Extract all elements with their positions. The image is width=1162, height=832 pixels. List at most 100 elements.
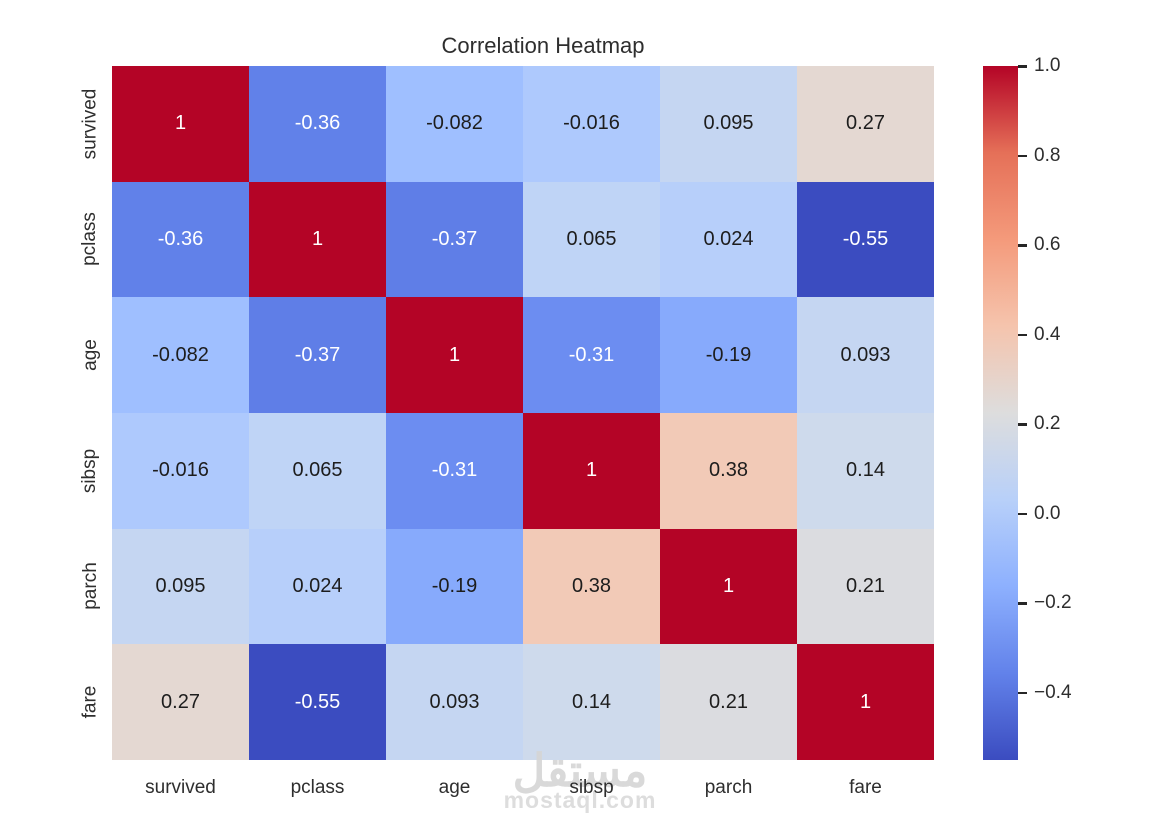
colorbar-tick-mark xyxy=(1018,602,1027,605)
heatmap-grid: 1 -0.36 -0.082 -0.016 0.095 0.27 -0.36 1 -0.37 0.… xyxy=(112,66,934,760)
colorbar-tick-label: 0.2 xyxy=(1034,413,1061,435)
heatmap-cell-fare-parch: 0.21 xyxy=(660,644,797,760)
cell-value: 0.21 xyxy=(846,574,885,597)
y-axis-label-text: fare xyxy=(79,685,101,719)
heatmap-cell-pclass-fare: -0.55 xyxy=(797,181,934,298)
y-axis-label-text: survived xyxy=(79,88,101,160)
x-axis-label-pclass: pclass xyxy=(290,777,345,798)
colorbar-tick-mark xyxy=(1018,691,1027,695)
cell-value: -0.55 xyxy=(842,227,889,250)
heatmap-cell-parch-sibsp: 0.38 xyxy=(523,528,660,645)
cell-value: 0.27 xyxy=(846,112,885,135)
cell-value: -0.37 xyxy=(294,343,341,366)
x-axis-label-parch: parch xyxy=(704,777,753,798)
heatmap-cell-fare-fare: 1 xyxy=(797,644,934,760)
x-axis-label-age: age xyxy=(438,777,471,798)
heatmap-cell-fare-sibsp: 0.14 xyxy=(523,644,660,760)
heatmap-cell-parch-parch: 1 xyxy=(660,528,797,645)
cell-value: 0.38 xyxy=(572,574,611,597)
cell-value: 0.093 xyxy=(429,690,480,713)
heatmap-cell-survived-parch: 0.095 xyxy=(660,66,797,182)
y-axis-label-text: age xyxy=(79,339,101,372)
colorbar-tick-label: 0.0 xyxy=(1034,502,1061,524)
cell-value: -0.36 xyxy=(157,227,204,250)
cell-value: 0.024 xyxy=(703,227,754,250)
colorbar-tick-label: −0.2 xyxy=(1034,592,1072,614)
cell-value: 0.065 xyxy=(292,459,343,482)
cell-value: 0.024 xyxy=(292,574,343,597)
colorbar-tick-label: 0.6 xyxy=(1034,234,1061,256)
cell-value: 0.14 xyxy=(572,690,611,713)
heatmap-cell-age-fare: 0.093 xyxy=(797,297,934,413)
heatmap-cell-sibsp-sibsp: 1 xyxy=(523,412,660,529)
heatmap-cell-fare-survived: 0.27 xyxy=(112,644,249,760)
colorbar-ticks: 1.0 0.8 0.6 0.4 0.2 0.0 −0.2 −0.4 xyxy=(1018,55,1108,760)
colorbar-tick-label: 0.8 xyxy=(1034,144,1061,166)
heatmap-cell-pclass-pclass: 1 xyxy=(249,181,386,298)
cell-value: -0.31 xyxy=(568,343,615,366)
heatmap-cell-pclass-age: -0.37 xyxy=(386,181,523,298)
colorbar-tick-mark xyxy=(1018,423,1027,426)
cell-value: 0.065 xyxy=(566,227,617,250)
heatmap-cell-sibsp-pclass: 0.065 xyxy=(249,412,386,529)
heatmap-cell-parch-pclass: 0.024 xyxy=(249,528,386,645)
colorbar-tick-mark xyxy=(1018,333,1027,337)
cell-value: 0.093 xyxy=(840,343,891,366)
cell-value: 0.27 xyxy=(161,690,200,713)
cell-value: 0.38 xyxy=(709,459,748,482)
colorbar-tick-mark xyxy=(1018,154,1027,158)
cell-value: 0.095 xyxy=(155,574,206,597)
cell-value: -0.016 xyxy=(152,459,209,482)
cell-value: -0.36 xyxy=(294,112,341,135)
heatmap-cell-survived-pclass: -0.36 xyxy=(249,66,386,182)
heatmap-cell-survived-survived: 1 xyxy=(112,66,249,182)
cell-value: 1 xyxy=(174,112,187,135)
y-axis-label-text: pclass xyxy=(79,212,101,267)
colorbar-tick-mark xyxy=(1018,65,1027,68)
x-axis-label-sibsp: sibsp xyxy=(569,777,614,798)
cell-value: 0.21 xyxy=(709,690,748,713)
y-axis-label-text: parch xyxy=(79,562,101,611)
heatmap-cell-survived-age: -0.082 xyxy=(386,66,523,182)
cell-value: 1 xyxy=(585,459,598,482)
colorbar xyxy=(983,66,1018,760)
heatmap-cell-parch-age: -0.19 xyxy=(386,528,523,645)
cell-value: -0.31 xyxy=(431,459,478,482)
heatmap-cell-parch-survived: 0.095 xyxy=(112,528,249,645)
colorbar-tick-label: −0.4 xyxy=(1034,681,1072,703)
cell-value: -0.016 xyxy=(563,112,620,135)
heatmap-cell-sibsp-survived: -0.016 xyxy=(112,412,249,529)
cell-value: 0.14 xyxy=(846,459,885,482)
cell-value: 1 xyxy=(722,574,735,597)
cell-value: -0.55 xyxy=(294,690,341,713)
cell-value: -0.082 xyxy=(426,112,483,135)
cell-value: 0.095 xyxy=(703,112,754,135)
cell-value: 1 xyxy=(448,343,461,366)
colorbar-tick-mark xyxy=(1018,512,1027,516)
cell-value: 1 xyxy=(311,227,324,250)
x-axis-label-fare: fare xyxy=(849,777,882,798)
cell-value: 1 xyxy=(859,690,872,713)
colorbar-tick-mark xyxy=(1018,244,1027,247)
heatmap-cell-pclass-parch: 0.024 xyxy=(660,181,797,298)
cell-value: -0.082 xyxy=(152,343,209,366)
heatmap-cell-age-pclass: -0.37 xyxy=(249,297,386,413)
heatmap-cell-age-age: 1 xyxy=(386,297,523,413)
cell-value: -0.19 xyxy=(705,343,752,366)
x-axis-label-survived: survived xyxy=(145,777,216,798)
heatmap-cell-sibsp-parch: 0.38 xyxy=(660,412,797,529)
cell-value: -0.19 xyxy=(431,574,478,597)
heatmap-cell-age-sibsp: -0.31 xyxy=(523,297,660,413)
heatmap-cell-survived-sibsp: -0.016 xyxy=(523,66,660,182)
x-axis-labels: survived pclass age sibsp parch fare xyxy=(112,777,934,801)
heatmap-cell-sibsp-fare: 0.14 xyxy=(797,412,934,529)
heatmap-cell-pclass-sibsp: 0.065 xyxy=(523,181,660,298)
heatmap-cell-survived-fare: 0.27 xyxy=(797,66,934,182)
heatmap-cell-fare-age: 0.093 xyxy=(386,644,523,760)
y-axis-label-text: sibsp xyxy=(79,448,101,493)
heatmap-cell-age-survived: -0.082 xyxy=(112,297,249,413)
heatmap-cell-age-parch: -0.19 xyxy=(660,297,797,413)
heatmap-cell-fare-pclass: -0.55 xyxy=(249,644,386,760)
colorbar-tick-label: 1.0 xyxy=(1034,55,1061,76)
cell-value: -0.37 xyxy=(431,227,478,250)
